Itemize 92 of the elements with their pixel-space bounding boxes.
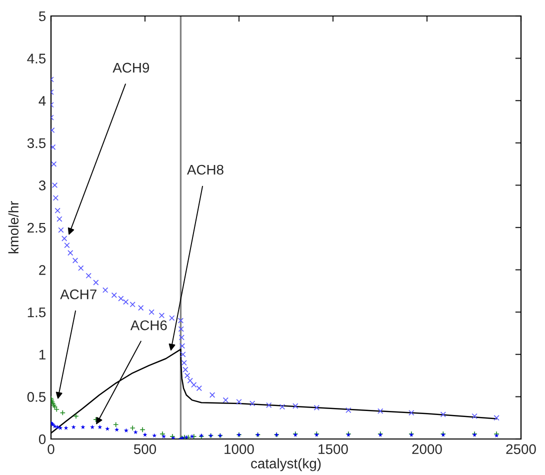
point [64,242,70,248]
point [184,434,189,439]
point [52,182,58,188]
point [180,352,186,358]
point [80,424,86,430]
point [314,404,320,411]
y-tick-label: 1 [39,350,46,360]
x-tick-label: 2000 [412,444,442,454]
point [138,305,144,311]
point [114,427,120,432]
point [52,424,58,428]
point [51,161,57,167]
point [62,236,68,242]
y-tick-label: 3 [38,180,46,190]
point [178,318,184,324]
point [222,397,228,403]
point [179,343,186,349]
point [51,144,56,150]
point [102,287,108,293]
point [54,208,60,214]
x-tick-label: 1500 [318,444,348,454]
point [182,366,188,372]
point [68,250,74,256]
point [54,406,60,412]
point [130,425,136,431]
y-tick-label: 2 [39,265,46,275]
point [187,378,193,384]
y-tick-label: 5 [38,11,46,22]
x-tick-label: 0 [48,444,54,454]
point [408,410,414,416]
point [191,382,197,388]
point [113,422,119,428]
point [178,326,184,332]
point [123,299,129,305]
annotation: ACH7 [60,289,96,300]
point [118,296,124,302]
y-tick-label: 0 [38,434,46,444]
point [60,410,66,416]
point [72,258,78,264]
point [292,403,298,409]
y-tick-label: 2.5 [28,222,46,233]
point [196,385,202,392]
point [58,227,64,233]
point [133,430,138,434]
point [190,434,194,438]
y-tick-label: 4.5 [27,54,46,64]
point [346,407,352,414]
point [78,265,84,271]
point [181,360,187,366]
point [378,408,384,414]
point [86,272,92,279]
point [236,398,242,405]
point [73,413,79,419]
point [111,292,117,298]
point [71,424,76,430]
point [140,426,146,433]
point [158,312,165,318]
y-tick-label: 0.5 [27,392,46,402]
point [169,315,175,321]
x-tick-label: 2500 [506,444,536,454]
point [56,216,62,222]
point [152,433,157,438]
point [440,412,446,418]
point [130,302,136,308]
y-axis-title: kmole/hr [8,201,19,254]
x-axis-title: catalyst(kg) [251,458,321,472]
y-tick-label: 1.5 [28,308,46,318]
point [98,424,102,430]
point [266,402,272,408]
point [494,415,500,421]
point [90,424,95,430]
annotation: ACH8 [186,164,224,175]
point [162,434,166,438]
x-tick-label: 500 [134,444,156,454]
point [93,280,99,286]
point [472,413,478,419]
point [184,372,190,378]
x-tick-label: 1000 [224,444,254,454]
point [52,404,58,410]
y-tick-label: 3.5 [27,138,46,148]
annotation: ACH6 [130,320,167,330]
point [250,400,256,406]
point [178,334,184,340]
point [148,309,154,315]
point [142,432,148,437]
point [209,392,216,398]
y-tick-label: 4 [38,96,46,106]
point [105,426,110,431]
point [52,195,59,201]
point [160,431,166,437]
annotation: ACH9 [112,62,150,73]
point [279,404,286,410]
